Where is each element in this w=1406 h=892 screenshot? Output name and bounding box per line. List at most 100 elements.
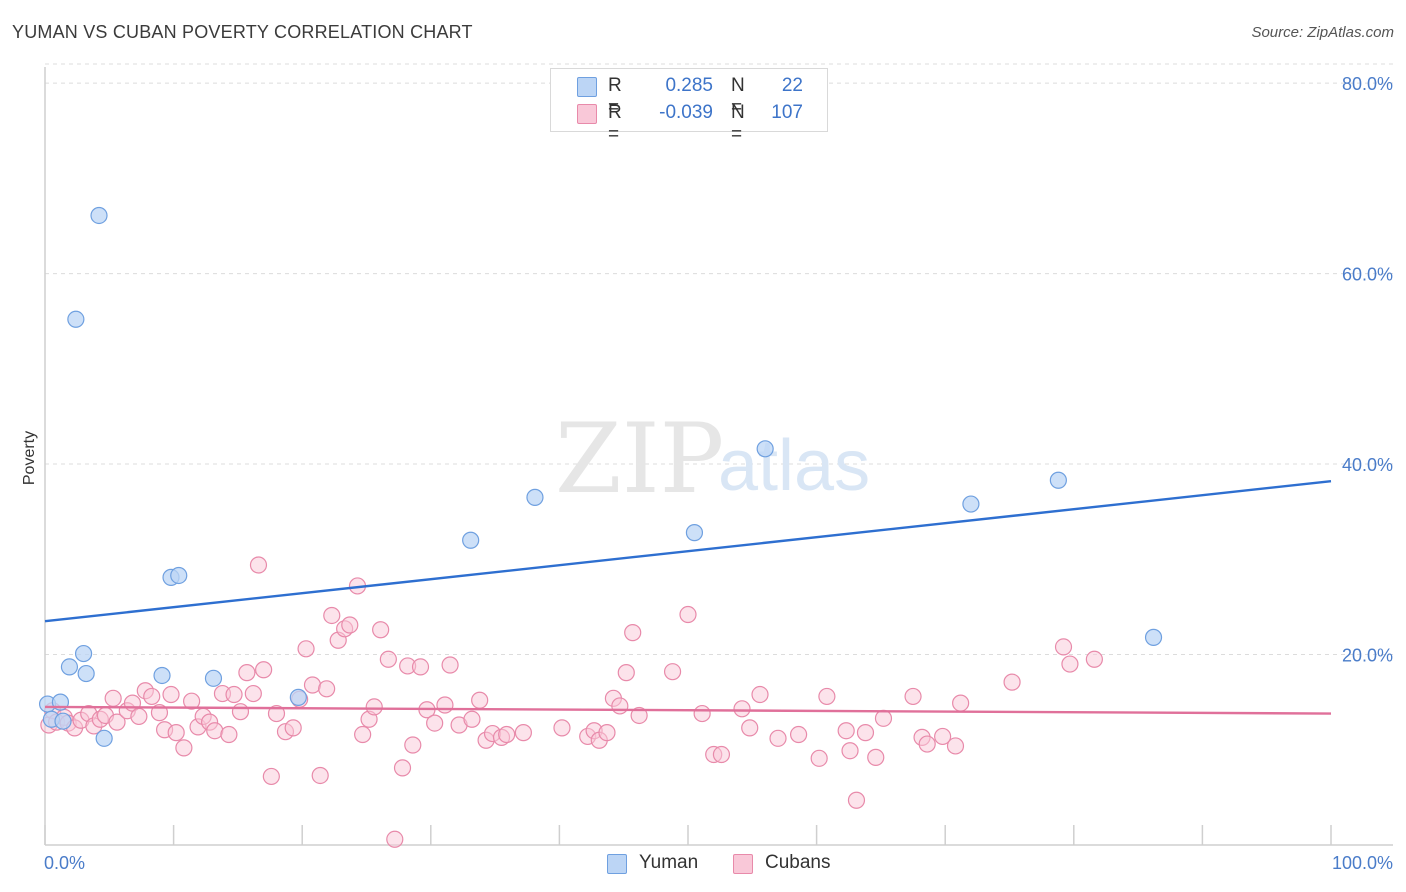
cubans-point bbox=[679, 605, 697, 624]
cubans-point bbox=[904, 687, 922, 706]
cubans-point bbox=[183, 692, 201, 710]
yuman-point bbox=[54, 712, 72, 730]
source-label: Source: ZipAtlas.com bbox=[1251, 24, 1394, 41]
cubans-point bbox=[244, 684, 262, 703]
yuman-point bbox=[1049, 471, 1067, 489]
cubans-point bbox=[441, 656, 459, 674]
bottom-legend-swatch-yuman bbox=[607, 854, 627, 874]
yuman-point bbox=[153, 666, 171, 685]
cubans-point bbox=[553, 719, 571, 737]
cubans-point bbox=[267, 704, 286, 723]
cubans-point bbox=[297, 640, 315, 658]
cubans-point bbox=[143, 687, 161, 706]
cubans-point bbox=[471, 691, 489, 709]
cubans-point bbox=[130, 707, 148, 726]
legend-n-label: N = bbox=[731, 75, 745, 118]
cubans-point bbox=[372, 621, 390, 639]
bottom-legend-label-cubans: Cubans bbox=[765, 852, 831, 873]
cubans-point bbox=[262, 767, 280, 786]
cubans-point bbox=[624, 624, 642, 642]
yuman-point bbox=[756, 440, 774, 458]
cubans-point bbox=[1054, 638, 1073, 656]
cubans-point bbox=[712, 745, 731, 764]
cubans-point bbox=[426, 714, 444, 732]
cubans-point bbox=[220, 725, 238, 744]
y-tick-label: 60.0% bbox=[1342, 265, 1393, 285]
cubans-point bbox=[856, 724, 875, 742]
cubans-point bbox=[354, 725, 372, 744]
cubans-point bbox=[206, 722, 224, 740]
yuman-point bbox=[526, 488, 544, 506]
yuman-points bbox=[38, 206, 1163, 747]
yuman-point bbox=[685, 524, 704, 542]
cubans-point bbox=[874, 709, 893, 727]
yuman-point bbox=[67, 310, 85, 328]
grid-lines bbox=[45, 63, 1393, 656]
cubans-point bbox=[249, 556, 268, 574]
yuman-trend-line bbox=[44, 479, 1332, 623]
cubans-point bbox=[386, 830, 404, 848]
cubans-point bbox=[498, 725, 516, 744]
legend-r-value: -0.039 bbox=[659, 102, 713, 123]
cubans-point bbox=[847, 791, 866, 809]
cubans-point bbox=[404, 736, 422, 754]
cubans-point bbox=[733, 700, 751, 718]
cubans-point bbox=[341, 616, 359, 634]
cubans-point bbox=[630, 706, 648, 725]
yuman-point bbox=[60, 658, 79, 676]
legend-n-value: 107 bbox=[771, 102, 803, 123]
cubans-point bbox=[514, 724, 532, 742]
cubans-point bbox=[303, 676, 322, 694]
legend-n-value: 22 bbox=[781, 75, 803, 96]
legend-r-label: R = bbox=[608, 102, 622, 145]
cubans-point bbox=[318, 680, 336, 698]
cubans-point bbox=[789, 725, 808, 744]
cubans-point bbox=[1003, 673, 1021, 691]
cubans-point bbox=[365, 698, 383, 716]
legend-n-label: N = bbox=[731, 102, 745, 145]
cubans-point bbox=[617, 664, 635, 682]
cubans-trend-line bbox=[44, 705, 1332, 715]
y-tick-label: 20.0% bbox=[1342, 646, 1393, 666]
cubans-point bbox=[463, 710, 481, 728]
watermark: ZIP atlas bbox=[555, 403, 870, 515]
trend-lines bbox=[44, 479, 1332, 715]
y-tick-labels: 20.0% 40.0% 60.0% 80.0% bbox=[1342, 74, 1393, 665]
yuman-point bbox=[90, 206, 108, 225]
x-tick-label-max: 100.0% bbox=[1332, 853, 1393, 873]
cubans-point bbox=[1085, 650, 1103, 668]
cubans-point bbox=[255, 661, 273, 679]
cubans-point bbox=[918, 735, 936, 753]
cubans-point bbox=[952, 694, 970, 712]
yuman-point bbox=[95, 729, 113, 747]
cubans-point bbox=[741, 719, 759, 737]
yuman-point bbox=[289, 688, 307, 706]
yuman-point bbox=[1144, 628, 1163, 646]
cubans-point bbox=[162, 685, 180, 704]
stats-legend: R = 0.285 N = 22 R = -0.039 N = 107 bbox=[550, 68, 828, 145]
cubans-point bbox=[284, 719, 302, 737]
cubans-point bbox=[934, 727, 952, 746]
cubans-point bbox=[598, 724, 616, 742]
cubans-point bbox=[225, 685, 243, 704]
cubans-point bbox=[379, 650, 397, 668]
cubans-point bbox=[611, 697, 629, 715]
yuman-point bbox=[204, 669, 223, 687]
legend-swatch-cubans bbox=[577, 104, 597, 124]
cubans-point bbox=[769, 729, 787, 747]
x-tick-label-min: 0.0% bbox=[44, 853, 85, 873]
legend-r-label: R = bbox=[608, 75, 622, 118]
cubans-point bbox=[436, 696, 454, 714]
cubans-point bbox=[810, 749, 828, 767]
cubans-point bbox=[238, 664, 256, 682]
yuman-point bbox=[462, 531, 480, 549]
cubans-point bbox=[837, 722, 855, 740]
cubans-point bbox=[867, 748, 885, 766]
legend-r-value: 0.285 bbox=[665, 75, 713, 96]
cubans-point bbox=[841, 742, 859, 760]
cubans-point bbox=[108, 713, 126, 731]
cubans-point bbox=[175, 739, 193, 757]
cubans-point bbox=[1061, 655, 1079, 673]
chart-title: YUMAN VS CUBAN POVERTY CORRELATION CHART bbox=[12, 22, 473, 42]
y-axis-label: Poverty bbox=[21, 431, 38, 485]
